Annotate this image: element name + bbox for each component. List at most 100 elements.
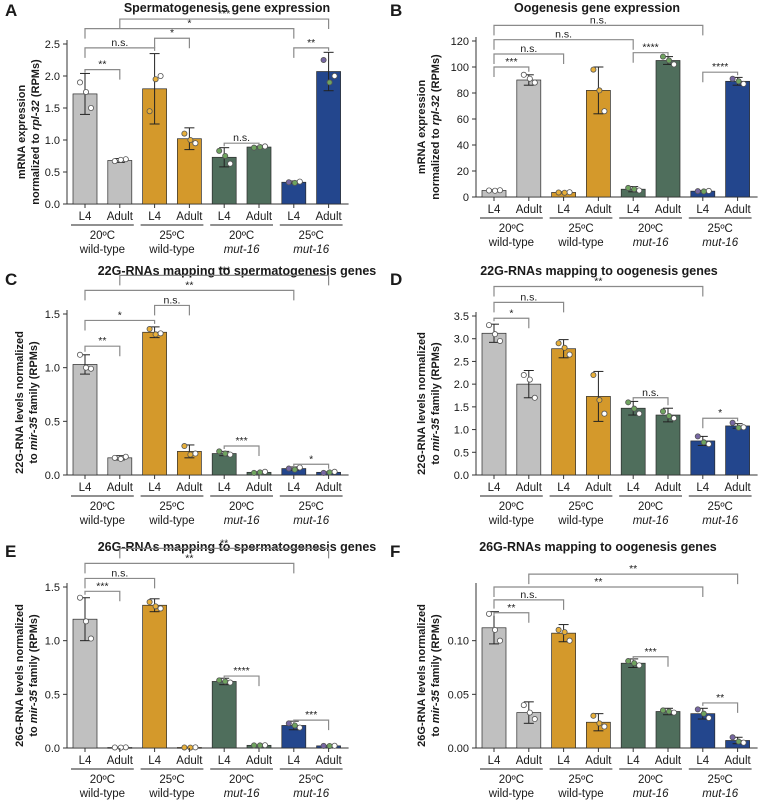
group-strain-label: mut-16: [702, 788, 738, 800]
significance-label: ****: [712, 61, 728, 73]
y-tick-label: 0.0: [45, 470, 60, 482]
significance-label: *: [509, 307, 513, 319]
significance-label: **: [185, 279, 193, 291]
data-point: [631, 660, 638, 667]
y-axis-label-line2-italic: mir-35: [28, 416, 40, 450]
x-tick-label: Adult: [655, 482, 682, 494]
x-tick-label: L4: [488, 204, 501, 216]
group-strain-label: wild-type: [488, 237, 534, 249]
data-point: [485, 610, 492, 617]
y-tick-label: 1.0: [454, 425, 469, 437]
group-temp-label: 20ºC: [229, 230, 254, 242]
chart-title: Oogenesis gene expression: [514, 1, 680, 15]
data-point: [192, 744, 199, 751]
y-axis-label: 26G-RNA levels normalized to mir-35 famil…: [14, 604, 40, 747]
data-point: [227, 451, 234, 458]
significance-label: n.s.: [520, 589, 537, 601]
significance-label: **: [220, 537, 228, 549]
panel-b: B Oogenesis gene expression mRNA expressio…: [390, 1, 758, 249]
x-tick-label: L4: [696, 755, 709, 767]
significance-bracket: [702, 702, 739, 713]
data-point: [320, 742, 327, 749]
panel-letter: C: [5, 270, 17, 289]
chart-title: Spermatogenesis gene expression: [124, 1, 330, 15]
significance-label: ***: [96, 580, 108, 592]
bar: [690, 440, 716, 476]
data-point: [561, 629, 568, 636]
significance-label: **: [716, 692, 724, 704]
group-strain-label: mut-16: [224, 244, 260, 256]
panel-e: E 26G-RNAs mapping to spermatogenesis gen…: [5, 537, 376, 800]
data-point: [216, 677, 223, 684]
data-point: [111, 158, 118, 165]
y-axis-label-line2-post: family (RPMs): [28, 341, 40, 417]
data-point: [261, 143, 268, 150]
bar: [142, 331, 167, 476]
x-tick-label: Adult: [655, 204, 682, 216]
y-axis-label-line2-pre: to: [28, 450, 40, 463]
x-tick-label: L4: [696, 482, 709, 494]
x-tick-label: Adult: [176, 755, 203, 767]
data-point: [601, 108, 608, 115]
data-point: [331, 742, 338, 749]
data-point: [222, 678, 229, 685]
x-tick-label: L4: [557, 482, 570, 494]
x-tick-label: Adult: [107, 482, 134, 494]
x-tick-label: Adult: [176, 211, 203, 223]
y-axis-label: mRNA expression normalized to rpl-32 (RPM…: [416, 54, 442, 200]
significance-bracket: [632, 52, 669, 63]
x-tick-label: Adult: [516, 482, 543, 494]
y-axis-label-line2-italic: mir-35: [430, 689, 442, 723]
y-tick-label: 0.5: [45, 167, 60, 179]
data-point: [485, 187, 492, 194]
chart-title: 22G-RNAs mapping to oogenesis genes: [480, 264, 718, 278]
group-temp-label: 25ºC: [159, 774, 184, 786]
data-point: [250, 144, 257, 151]
data-point: [83, 89, 90, 96]
data-point: [496, 637, 503, 644]
group-strain-label: mut-16: [633, 515, 669, 527]
significance-bracket: [84, 345, 121, 357]
significance-label: n.s.: [520, 43, 537, 55]
bar: [516, 79, 542, 198]
y-tick-label: 2.5: [454, 356, 469, 368]
x-tick-label: L4: [148, 482, 161, 494]
significance-label: **: [594, 576, 602, 588]
data-point: [596, 87, 603, 94]
x-tick-label: L4: [79, 755, 92, 767]
panel-letter: B: [390, 1, 402, 20]
data-point: [671, 61, 678, 68]
bar: [211, 681, 237, 749]
group-temp-label: 20ºC: [499, 501, 524, 513]
data-point: [88, 365, 95, 372]
y-axis-label-line2-post: (RPMs): [30, 59, 42, 100]
data-point: [122, 453, 129, 460]
data-point: [222, 152, 229, 159]
x-tick-label: Adult: [516, 204, 543, 216]
data-point: [729, 75, 736, 82]
x-tick-label: Adult: [724, 755, 751, 767]
y-axis-label-line1: 22G-RNA levels normalized: [416, 332, 428, 475]
y-tick-label: 1.5: [454, 402, 469, 414]
data-point: [77, 594, 84, 601]
data-point: [291, 179, 298, 186]
y-axis-label-line2-post: (RPMs): [430, 54, 442, 95]
bar: [655, 711, 681, 749]
data-point: [181, 443, 188, 450]
data-point: [291, 722, 298, 729]
group-temp-label: 25ºC: [299, 774, 324, 786]
significance-label: ***: [218, 264, 230, 276]
significance-bracket: [119, 274, 330, 286]
significance-label: **: [98, 59, 106, 71]
data-point: [227, 160, 234, 167]
data-point: [291, 466, 298, 473]
significance-bracket: [493, 53, 565, 64]
data-point: [250, 469, 257, 476]
significance-label: **: [307, 37, 315, 49]
data-point: [740, 739, 747, 746]
data-point: [666, 57, 673, 64]
data-point: [216, 448, 223, 455]
y-tick-label: 0.0: [45, 199, 60, 211]
group-strain-label: wild-type: [148, 788, 194, 800]
